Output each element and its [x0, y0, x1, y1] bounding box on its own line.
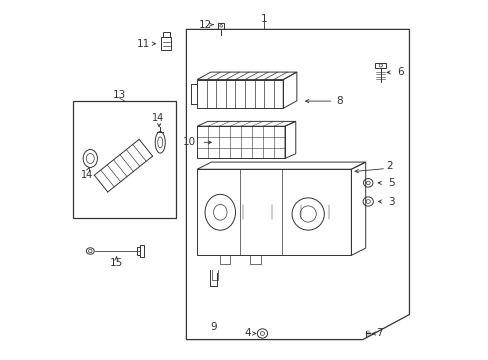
Bar — [197, 126, 285, 158]
Text: 10: 10 — [183, 138, 196, 147]
Text: 14: 14 — [81, 170, 93, 180]
Text: 2: 2 — [386, 161, 392, 171]
Text: 3: 3 — [387, 197, 394, 207]
Text: 11: 11 — [137, 39, 150, 49]
Bar — [218, 23, 224, 29]
Text: 4: 4 — [244, 328, 250, 338]
Text: 1: 1 — [261, 14, 267, 24]
Text: 13: 13 — [113, 90, 126, 100]
Bar — [161, 37, 171, 50]
Text: 8: 8 — [335, 96, 342, 106]
Text: 6: 6 — [396, 67, 403, 77]
Text: 12: 12 — [198, 20, 211, 30]
Bar — [140, 246, 144, 257]
Bar — [197, 80, 283, 108]
Bar — [163, 32, 169, 37]
Bar — [137, 247, 140, 255]
Text: 14: 14 — [152, 113, 164, 123]
Text: 9: 9 — [210, 322, 217, 332]
Text: 15: 15 — [110, 258, 123, 268]
Text: 5: 5 — [387, 178, 394, 188]
Bar — [197, 169, 351, 255]
Bar — [375, 63, 386, 68]
Text: 7: 7 — [375, 328, 382, 338]
Bar — [73, 101, 176, 218]
